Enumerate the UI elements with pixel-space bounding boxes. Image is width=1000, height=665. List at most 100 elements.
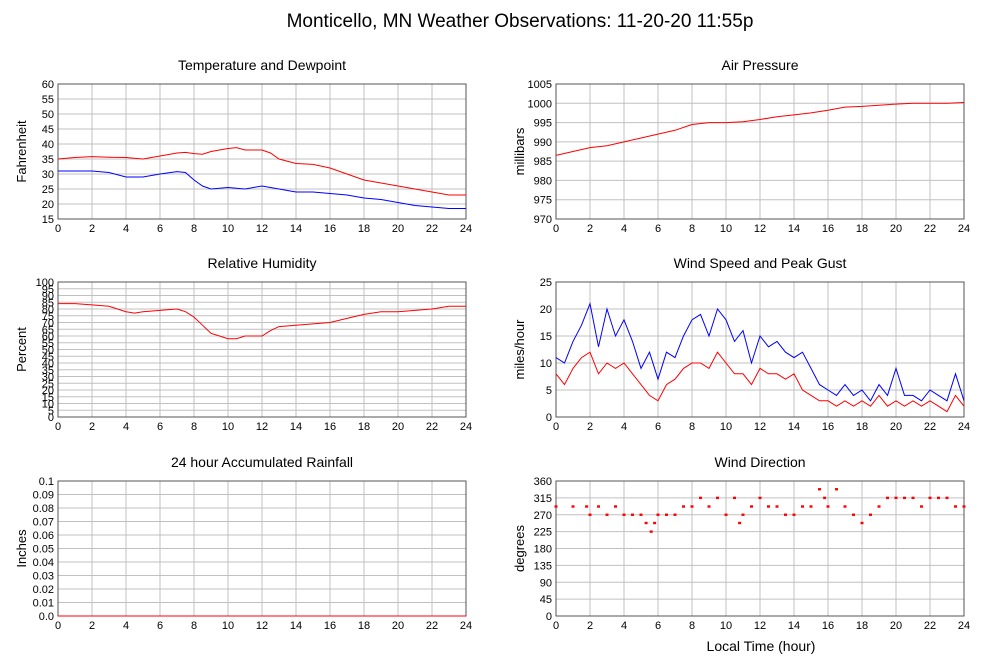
- pressure-y-axis-label: millibars: [512, 127, 527, 175]
- temp-chart: Temperature and Dewpoint1520253035404550…: [14, 57, 472, 235]
- rain-y-tick-label: 0.07: [33, 517, 54, 529]
- pressure-y-tick-label: 985: [534, 156, 552, 168]
- winddir-point: [775, 505, 779, 508]
- winddir-point: [945, 496, 949, 500]
- rain-y-tick-label: 0.01: [33, 598, 54, 610]
- wind-x-tick-label: 8: [689, 421, 695, 433]
- x-axis-label: Local Time (hour): [707, 638, 816, 654]
- winddir-point: [585, 505, 589, 508]
- winddir-x-tick-label: 4: [621, 620, 627, 632]
- winddir-point: [597, 505, 600, 508]
- winddir-x-tick-label: 16: [822, 620, 834, 632]
- temp-x-tick-label: 16: [324, 223, 336, 235]
- winddir-x-tick-label: 22: [924, 620, 936, 632]
- winddir-point: [784, 513, 787, 516]
- winddir-point: [614, 505, 617, 508]
- humidity-x-tick-label: 0: [55, 421, 61, 433]
- wind-y-tick-label: 5: [546, 385, 552, 397]
- humidity-x-tick-label: 4: [123, 421, 129, 433]
- winddir-point: [622, 513, 626, 516]
- pressure-x-tick-label: 0: [553, 223, 559, 235]
- humidity-x-tick-label: 14: [290, 421, 302, 433]
- humidity-y-tick-label: 60: [42, 331, 54, 343]
- rain-y-tick-label: 0.05: [33, 544, 54, 556]
- rain-x-tick-label: 16: [324, 620, 336, 632]
- pressure-chart-title: Air Pressure: [721, 57, 798, 73]
- winddir-point: [758, 496, 762, 500]
- temp-series-red: [57, 147, 466, 196]
- wind-x-tick-label: 22: [924, 421, 936, 433]
- winddir-point: [690, 505, 694, 508]
- winddir-point: [653, 521, 657, 525]
- temp-y-tick-label: 35: [42, 154, 54, 166]
- humidity-y-tick-label: 40: [42, 358, 54, 370]
- pressure-x-tick-label: 24: [958, 223, 970, 235]
- humidity-y-tick-label: 80: [42, 304, 54, 316]
- pressure-x-tick-label: 12: [754, 223, 766, 235]
- temp-y-tick-label: 45: [42, 124, 54, 136]
- humidity-y-tick-label: 35: [42, 365, 54, 377]
- temp-y-tick-label: 50: [42, 109, 54, 121]
- humidity-plot-frame: [57, 281, 467, 418]
- winddir-point: [656, 513, 660, 516]
- rain-x-tick-label: 22: [426, 620, 438, 632]
- winddir-point: [649, 530, 653, 533]
- rain-x-tick-label: 6: [157, 620, 163, 632]
- winddir-point: [903, 496, 906, 500]
- temp-y-tick-label: 20: [42, 199, 54, 211]
- winddir-point: [823, 496, 827, 500]
- wind-y-tick-label: 15: [540, 331, 552, 343]
- rain-chart: 24 hour Accumulated Rainfall0.00.010.020…: [14, 454, 472, 632]
- humidity-y-tick-label: 75: [42, 311, 54, 323]
- rain-y-tick-label: 0.09: [33, 490, 54, 502]
- winddir-point: [639, 513, 643, 516]
- winddir-y-tick-label: 0: [546, 611, 552, 623]
- rain-chart-title: 24 hour Accumulated Rainfall: [171, 454, 353, 470]
- pressure-x-tick-label: 16: [822, 223, 834, 235]
- rain-x-tick-label: 4: [123, 620, 129, 632]
- temp-x-tick-label: 20: [392, 223, 404, 235]
- humidity-y-tick-label: 45: [42, 351, 54, 363]
- humidity-y-tick-label: 30: [42, 372, 54, 384]
- rain-y-tick-label: 0.0: [39, 611, 54, 623]
- winddir-point: [738, 521, 742, 525]
- winddir-point: [699, 496, 702, 500]
- humidity-x-tick-label: 6: [157, 421, 163, 433]
- temp-x-tick-label: 2: [89, 223, 95, 235]
- rain-y-tick-label: 0.06: [33, 530, 54, 542]
- wind-x-tick-label: 2: [587, 421, 593, 433]
- humidity-y-tick-label: 70: [42, 318, 54, 330]
- winddir-x-tick-label: 0: [553, 620, 559, 632]
- winddir-point: [911, 496, 915, 500]
- pressure-y-tick-label: 1000: [528, 98, 552, 110]
- humidity-chart: Relative Humidity05101520253035404550556…: [14, 255, 472, 433]
- humidity-x-tick-label: 16: [324, 421, 336, 433]
- winddir-point: [869, 513, 872, 516]
- humidity-y-tick-label: 10: [42, 399, 54, 411]
- wind-y-axis-label: miles/hour: [512, 319, 527, 380]
- rain-x-tick-label: 14: [290, 620, 302, 632]
- pressure-y-tick-label: 980: [534, 175, 552, 187]
- winddir-point: [801, 505, 804, 508]
- winddir-x-tick-label: 10: [720, 620, 732, 632]
- winddir-point: [750, 505, 753, 508]
- rain-x-tick-label: 12: [256, 620, 268, 632]
- winddir-point: [835, 488, 838, 491]
- wind-x-tick-label: 18: [856, 421, 868, 433]
- humidity-x-tick-label: 20: [392, 421, 404, 433]
- pressure-y-tick-label: 995: [534, 118, 552, 130]
- rain-x-tick-label: 2: [89, 620, 95, 632]
- winddir-point: [928, 496, 932, 500]
- temp-y-tick-label: 40: [42, 139, 54, 151]
- humidity-x-tick-label: 18: [358, 421, 370, 433]
- winddir-point: [673, 513, 677, 516]
- wind-plot-frame: [555, 281, 965, 418]
- wind-y-tick-label: 25: [540, 277, 552, 289]
- pressure-x-tick-label: 22: [924, 223, 936, 235]
- winddir-point: [571, 505, 575, 508]
- wind-x-tick-label: 0: [553, 421, 559, 433]
- wind-x-tick-label: 24: [958, 421, 970, 433]
- humidity-y-tick-label: 5: [48, 405, 54, 417]
- winddir-point: [767, 505, 770, 508]
